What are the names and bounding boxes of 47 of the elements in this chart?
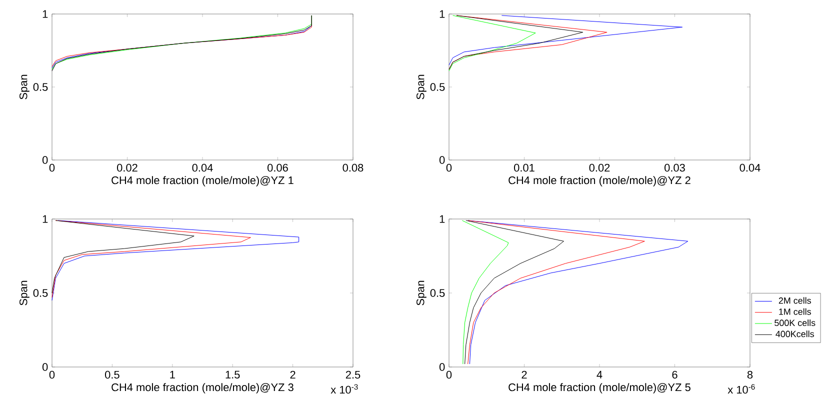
- x-tick-label: 0: [446, 164, 452, 172]
- x-axis-title: CH4 mole fraction (mole/mole)@YZ 5: [508, 383, 690, 394]
- y-axis-title: Span: [19, 280, 30, 306]
- x-tick-label: 0.01: [514, 164, 534, 172]
- x-tick-label: 0: [446, 370, 452, 379]
- y-tick-label: 0.5: [430, 289, 445, 297]
- x-tick-label: 0.5: [105, 370, 120, 379]
- x-tick-label: 1.5: [226, 370, 240, 378]
- y-tick-label: 1: [440, 215, 445, 223]
- y-tick-label: 0: [42, 156, 48, 164]
- x-tick-label: 2.5: [346, 370, 360, 379]
- y-tick-label: 1: [42, 10, 48, 18]
- x-tick-label: 0.03: [664, 164, 685, 172]
- y-tick-label: 0.5: [33, 289, 48, 297]
- x-tick-label: 0: [49, 164, 55, 172]
- x-tick-label: 2: [522, 370, 527, 379]
- x-axis-title: CH4 mole fraction (mole/mole)@YZ 3: [112, 383, 294, 394]
- y-tick-label: 0: [439, 156, 445, 164]
- text: x 10$^{-6}$: [728, 384, 755, 394]
- x-tick-label: 0.08: [342, 164, 364, 172]
- x-tick-label: 1: [170, 370, 175, 378]
- text: x 10$^{-3}$: [330, 384, 358, 394]
- x-tick-label: 0.04: [740, 164, 760, 172]
- x-tick-label: 0: [49, 370, 55, 379]
- y-tick-label: 1: [440, 10, 445, 18]
- y-tick-label: 1: [42, 215, 48, 223]
- x-tick-label: 0.02: [589, 164, 610, 172]
- x-tick-label: 4: [596, 370, 602, 378]
- y-tick-label: 0.5: [33, 83, 48, 91]
- y-tick-label: 0.5: [430, 83, 445, 91]
- x-tick-label: 6: [672, 370, 678, 379]
- y-axis-title: Span: [416, 74, 426, 100]
- x-tick-label: 2: [290, 370, 296, 379]
- x-tick-label: 0.04: [192, 164, 213, 172]
- x-axis-title: CH4 mole fraction (mole/mole)@YZ 1: [112, 176, 294, 186]
- legend-label: 400Kcells: [776, 330, 814, 338]
- y-axis-title: Span: [416, 280, 426, 306]
- x-tick-label: 8: [747, 370, 753, 379]
- x-axis-title: CH4 mole fraction (mole/mole)@YZ 2: [508, 176, 690, 186]
- legend-label: 500K cells: [774, 319, 816, 326]
- x-tick-label: 0.02: [117, 164, 138, 172]
- legend-label: 1M cells: [779, 308, 811, 315]
- y-tick-label: 0: [439, 363, 445, 371]
- x-tick-label: 0.06: [268, 164, 288, 172]
- y-tick-label: 0: [42, 363, 48, 371]
- y-axis-title: Span: [19, 74, 30, 100]
- legend-label: 2M cells: [778, 297, 811, 304]
